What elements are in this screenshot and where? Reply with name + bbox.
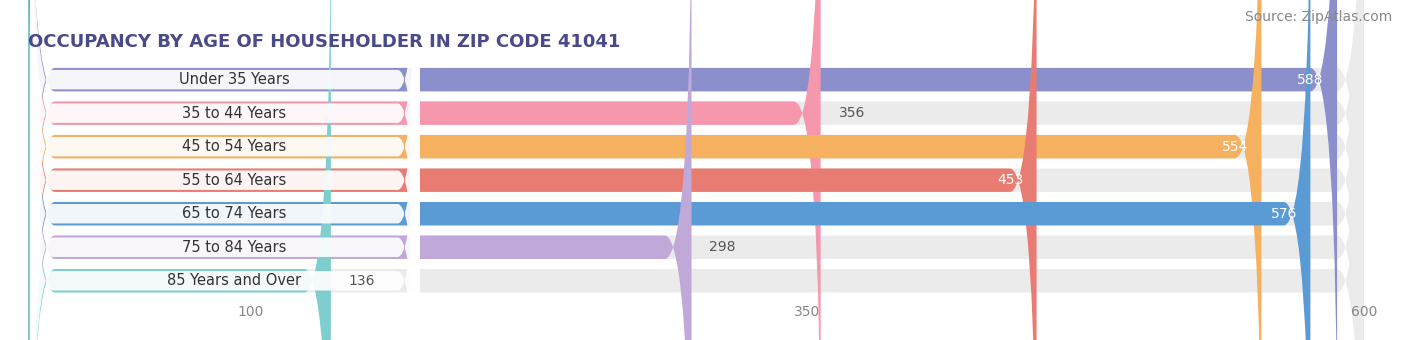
FancyBboxPatch shape [31,0,420,340]
FancyBboxPatch shape [28,0,1310,340]
FancyBboxPatch shape [28,0,1364,340]
FancyBboxPatch shape [28,0,821,340]
FancyBboxPatch shape [28,0,330,340]
FancyBboxPatch shape [28,0,1036,340]
Text: 554: 554 [1222,140,1249,154]
FancyBboxPatch shape [28,0,1364,340]
Text: 35 to 44 Years: 35 to 44 Years [181,106,285,121]
Text: 55 to 64 Years: 55 to 64 Years [181,173,287,188]
FancyBboxPatch shape [28,0,1364,340]
FancyBboxPatch shape [28,0,692,340]
Text: 298: 298 [710,240,735,254]
Text: 85 Years and Over: 85 Years and Over [167,273,301,288]
Text: Source: ZipAtlas.com: Source: ZipAtlas.com [1244,10,1392,24]
FancyBboxPatch shape [31,0,420,340]
Text: 453: 453 [997,173,1024,187]
FancyBboxPatch shape [28,0,1364,340]
FancyBboxPatch shape [28,0,1261,340]
Text: OCCUPANCY BY AGE OF HOUSEHOLDER IN ZIP CODE 41041: OCCUPANCY BY AGE OF HOUSEHOLDER IN ZIP C… [28,33,620,51]
Text: 356: 356 [838,106,865,120]
FancyBboxPatch shape [31,0,420,340]
FancyBboxPatch shape [28,0,1364,340]
FancyBboxPatch shape [31,0,420,340]
Text: 576: 576 [1271,207,1298,221]
Text: 588: 588 [1298,73,1324,87]
Text: 45 to 54 Years: 45 to 54 Years [181,139,287,154]
FancyBboxPatch shape [31,0,420,340]
FancyBboxPatch shape [28,0,1364,340]
FancyBboxPatch shape [28,0,1364,340]
Text: 136: 136 [349,274,375,288]
Text: 65 to 74 Years: 65 to 74 Years [181,206,287,221]
FancyBboxPatch shape [31,0,420,340]
Text: Under 35 Years: Under 35 Years [179,72,290,87]
FancyBboxPatch shape [31,0,420,340]
FancyBboxPatch shape [28,0,1337,340]
Text: 75 to 84 Years: 75 to 84 Years [181,240,287,255]
